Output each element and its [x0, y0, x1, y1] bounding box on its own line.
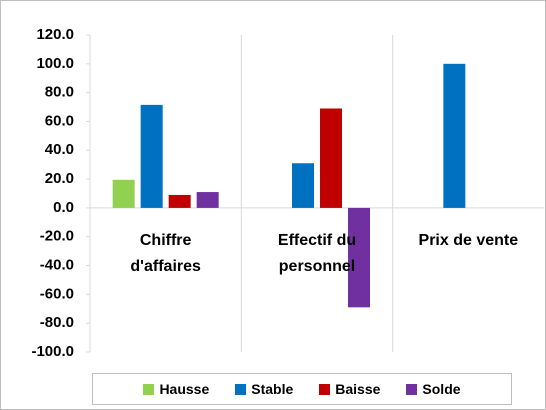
- x-tick-label: Chiffre d'affaires: [130, 231, 201, 275]
- bar: [196, 192, 219, 208]
- legend-swatch: [143, 383, 155, 395]
- x-tick-label: Effectif du personnel: [277, 231, 357, 275]
- y-tick-label: 20.0: [45, 170, 74, 187]
- bar: [168, 194, 191, 208]
- y-tick-label: 0.0: [53, 199, 74, 216]
- legend-swatch: [406, 383, 418, 395]
- y-tick-label: -40.0: [40, 257, 74, 274]
- y-tick-label: 80.0: [45, 84, 74, 101]
- y-tick-label: 40.0: [45, 141, 74, 158]
- bar: [320, 108, 342, 208]
- legend-item: Hausse: [143, 381, 209, 397]
- legend-label: Stable: [251, 381, 294, 397]
- bar: [292, 163, 314, 208]
- legend: Hausse Stable Baisse Solde: [92, 373, 512, 405]
- legend-item: Baisse: [319, 381, 380, 397]
- y-tick-label: -60.0: [40, 285, 74, 302]
- bar: [140, 104, 163, 208]
- y-tick-label: -100.0: [31, 343, 74, 360]
- y-tick-label: -80.0: [40, 314, 74, 331]
- bar: [348, 207, 370, 308]
- legend-label: Solde: [422, 381, 461, 397]
- legend-item: Solde: [406, 381, 461, 397]
- legend-label: Hausse: [159, 381, 210, 397]
- y-tick-label: 120.0: [36, 26, 74, 43]
- y-tick-label: 100.0: [36, 55, 74, 72]
- x-tick-label: Prix de vente: [418, 231, 519, 249]
- legend-label: Baisse: [335, 381, 381, 397]
- plot-area: [90, 35, 544, 352]
- legend-swatch: [235, 383, 247, 395]
- legend-swatch: [319, 383, 331, 395]
- bar: [112, 179, 135, 208]
- y-tick-label: -20.0: [40, 228, 74, 245]
- bar: [443, 63, 466, 208]
- legend-item: Stable: [235, 381, 293, 397]
- y-tick-label: 60.0: [45, 112, 74, 129]
